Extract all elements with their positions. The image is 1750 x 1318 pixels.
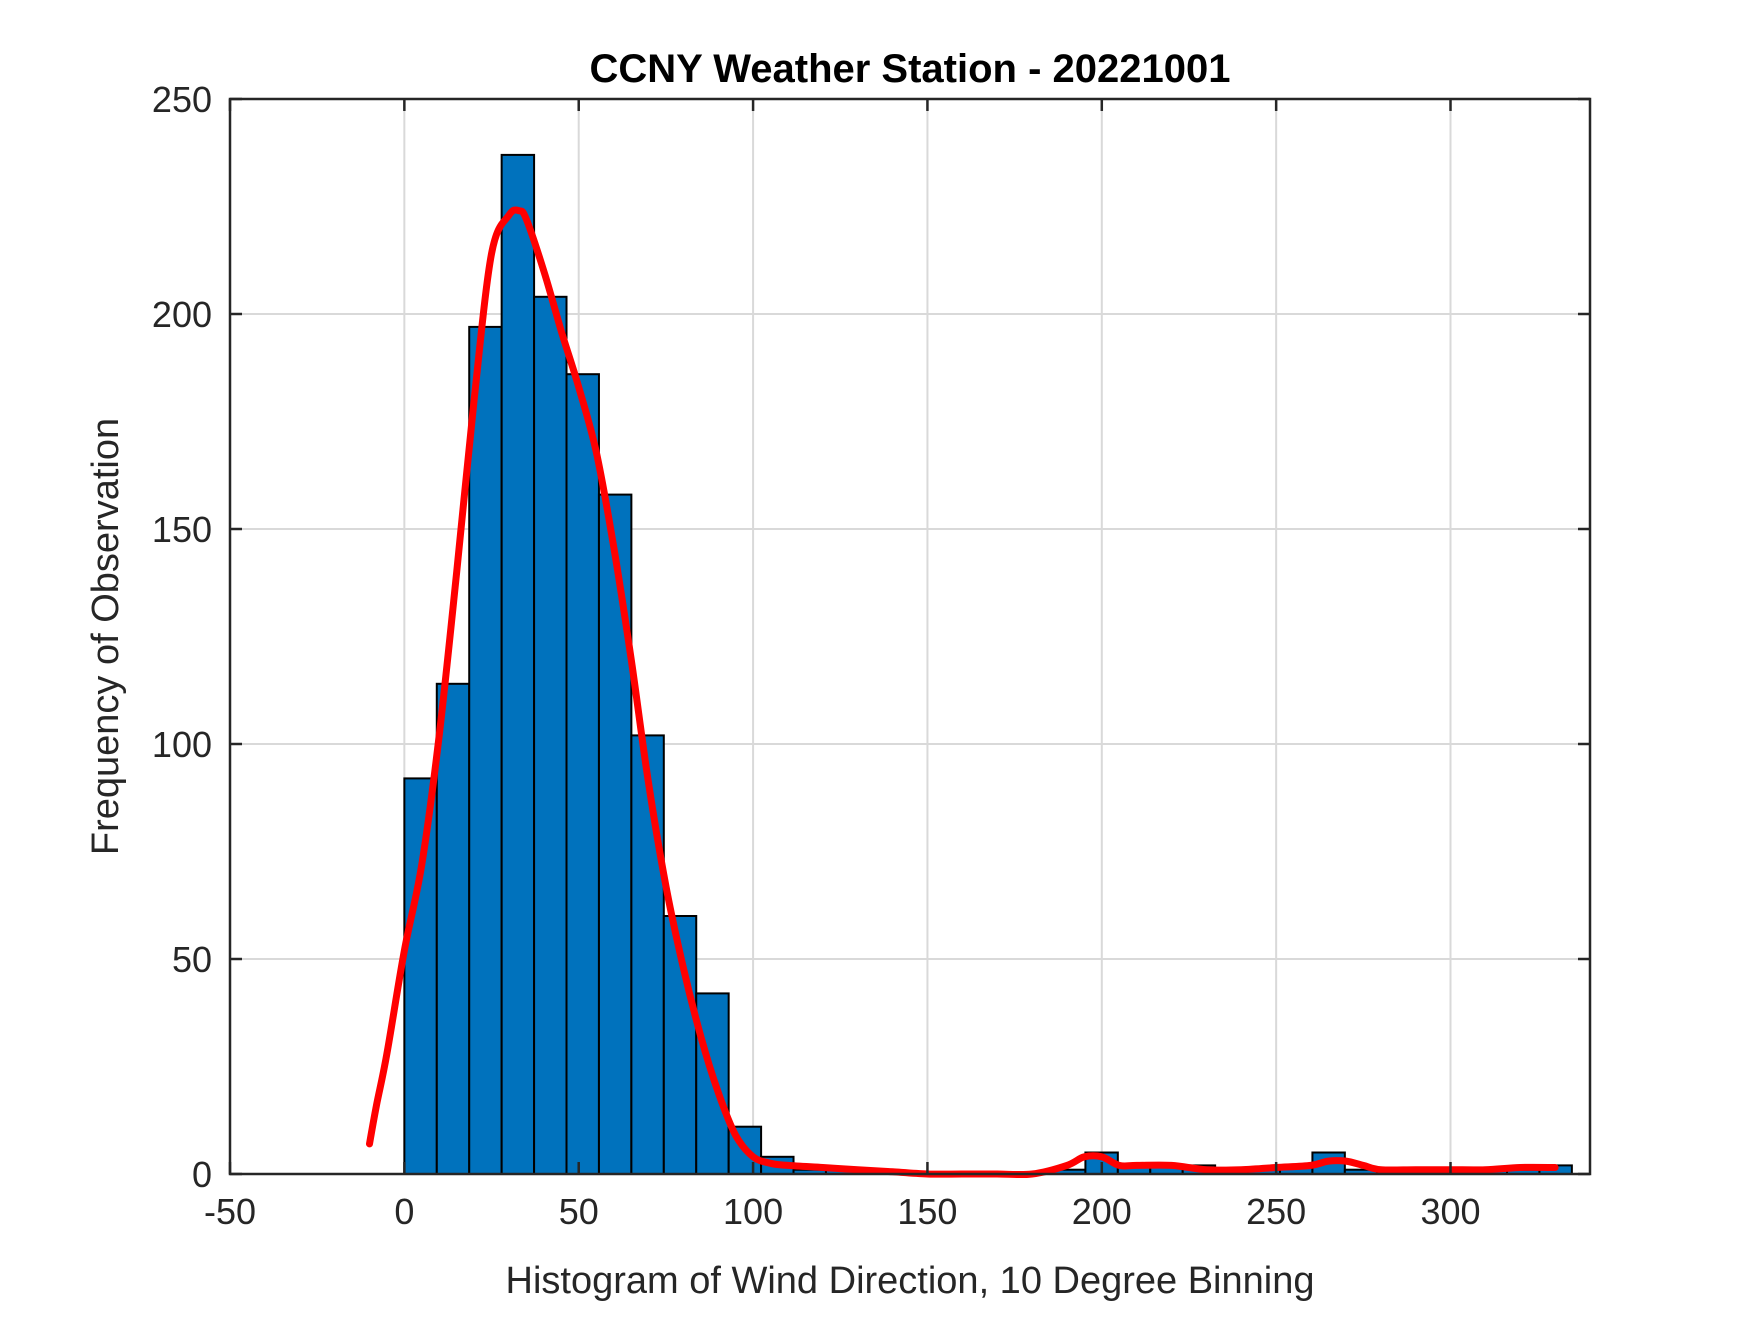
y-tick-labels: 0 50 100 150 200 250	[152, 79, 212, 1195]
x-tick-label: 200	[1072, 1191, 1132, 1232]
histogram-bar	[468, 325, 503, 1175]
histogram-bars	[403, 153, 1573, 1176]
x-tick-label: 300	[1420, 1191, 1480, 1232]
x-axis-label: Histogram of Wind Direction, 10 Degree B…	[506, 1260, 1315, 1302]
histogram-bar	[403, 777, 438, 1176]
histogram-bar	[533, 295, 568, 1175]
axes-box	[228, 97, 1592, 1176]
x-tick-label: -50	[204, 1191, 256, 1232]
histogram-bar	[435, 682, 471, 1175]
x-tick-label: 50	[559, 1191, 599, 1232]
y-tick-label: 100	[152, 724, 212, 765]
histogram-bar	[565, 373, 600, 1175]
y-tick-label: 0	[192, 1154, 212, 1195]
x-tick-label: 150	[897, 1191, 957, 1232]
y-axis-label: Frequency of Observation	[85, 418, 127, 855]
grid-lines	[229, 98, 1590, 1175]
x-tick-label: 250	[1246, 1191, 1306, 1232]
axis-ticks	[228, 97, 1590, 1176]
chart-title: CCNY Weather Station - 20221001	[590, 47, 1231, 91]
x-tick-labels: -50 0 50 100 150 200 250 300	[204, 1191, 1481, 1232]
x-tick-label: 0	[394, 1191, 414, 1232]
y-tick-label: 150	[152, 509, 212, 550]
y-tick-label: 200	[152, 294, 212, 335]
density-fit-line	[366, 206, 1559, 1179]
histogram-bar	[630, 734, 665, 1176]
histogram-bar	[597, 493, 633, 1176]
density-fit-curve	[366, 206, 1559, 1179]
histogram-bar	[500, 153, 536, 1175]
x-tick-label: 100	[723, 1191, 783, 1232]
y-tick-label: 250	[152, 79, 212, 120]
y-tick-label: 50	[172, 939, 212, 980]
